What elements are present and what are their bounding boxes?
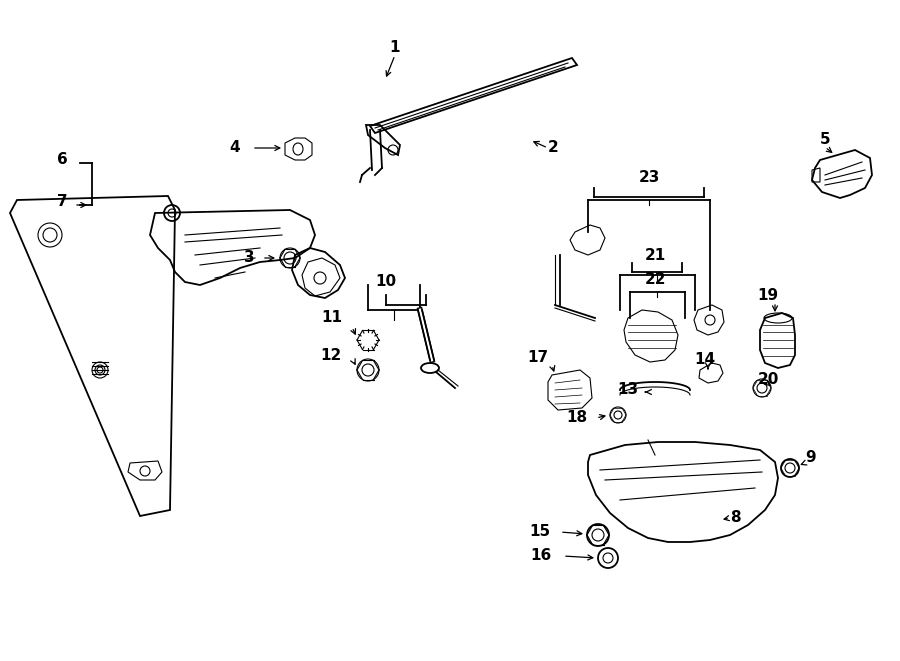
Text: 22: 22 [644,272,666,288]
Text: 14: 14 [695,352,716,368]
Text: 21: 21 [644,247,666,262]
Text: 10: 10 [375,274,397,290]
Text: 17: 17 [526,350,548,364]
Text: 6: 6 [57,153,68,167]
Text: 8: 8 [730,510,741,525]
Text: 3: 3 [245,251,255,266]
Text: 9: 9 [805,451,815,465]
Text: 2: 2 [548,141,559,155]
Text: 16: 16 [531,549,552,563]
Text: 19: 19 [758,288,778,303]
Text: 12: 12 [320,348,342,362]
Text: 20: 20 [758,373,779,387]
Text: 1: 1 [390,40,400,56]
Text: 11: 11 [321,311,342,325]
Text: 7: 7 [57,194,68,210]
Text: 5: 5 [820,132,831,147]
Text: 23: 23 [638,171,660,186]
Text: 15: 15 [529,524,550,539]
Text: 13: 13 [616,383,638,397]
Text: 18: 18 [566,410,587,426]
Text: 4: 4 [230,141,240,155]
